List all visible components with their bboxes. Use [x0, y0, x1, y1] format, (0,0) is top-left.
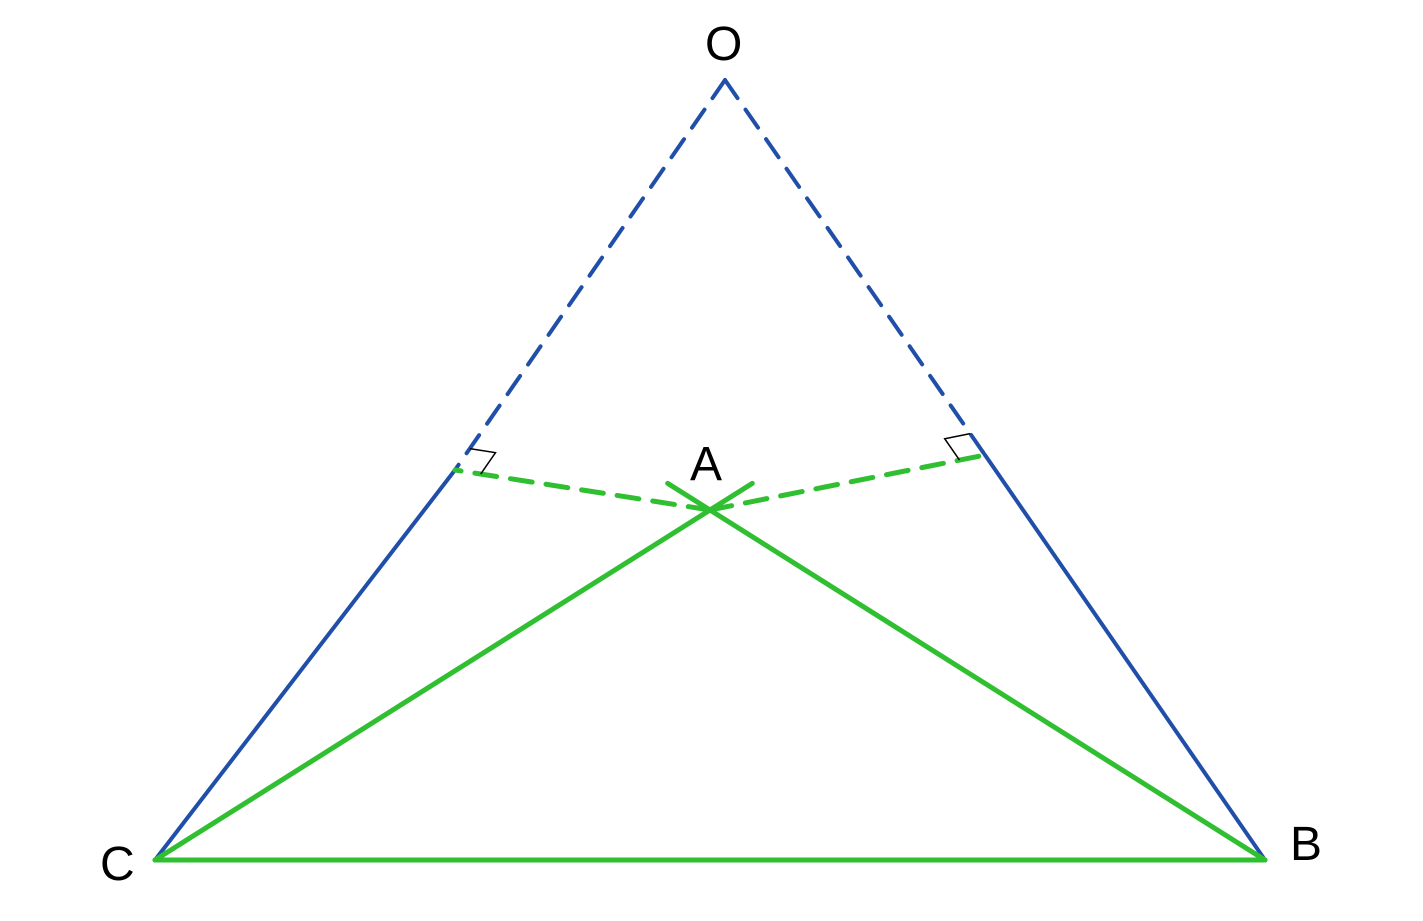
edge-M-C	[155, 470, 455, 860]
edge-O-M	[455, 80, 725, 470]
label-O: O	[705, 18, 742, 71]
label-A: A	[690, 438, 722, 491]
geometry-canvas: O B C A	[0, 0, 1423, 921]
label-C: C	[100, 838, 135, 891]
edge-A-M	[455, 470, 710, 510]
edge-N-B	[985, 455, 1265, 860]
edge-O-N	[725, 80, 985, 455]
right-angle-N	[945, 434, 970, 460]
edge-A-C	[155, 483, 752, 860]
label-B: B	[1290, 818, 1322, 871]
right-angle-M	[470, 449, 496, 474]
edge-A-B	[668, 483, 1265, 860]
